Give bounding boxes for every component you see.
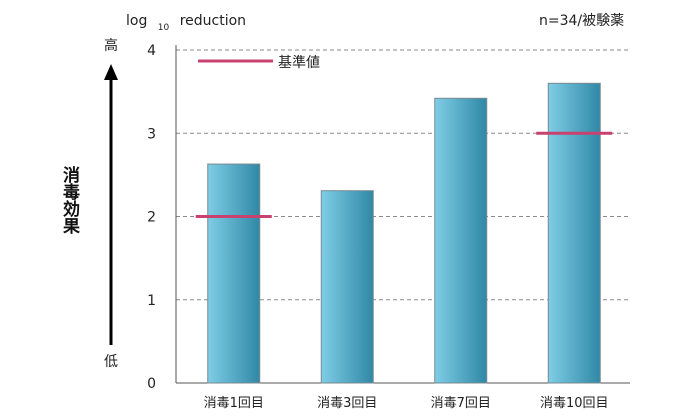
effect-axis-label: 消毒効果 [59, 165, 80, 235]
x-tick-label: 消毒7回目 [431, 396, 491, 411]
reference-lines [195, 131, 613, 218]
effect-high-label: 高 [104, 37, 118, 54]
y-tick-label: 4 [147, 43, 156, 59]
effect-arrow-head [104, 64, 118, 80]
bars [207, 82, 601, 384]
y-axis-title-tail: reduction [180, 13, 246, 29]
bar [434, 97, 488, 384]
x-tick-label: 消毒1回目 [204, 396, 264, 411]
x-tick-label: 消毒3回目 [317, 396, 377, 411]
legend-reference-label: 基準値 [278, 54, 320, 71]
sample-note: n=34/被験薬 [539, 13, 624, 29]
effect-low-label: 低 [104, 354, 118, 370]
y-tick-label: 2 [147, 210, 156, 226]
y-tick-label: 1 [147, 293, 156, 309]
bar [207, 163, 261, 384]
bar [320, 190, 374, 384]
x-tick-label: 消毒10回目 [540, 396, 609, 411]
x-tick-labels: 消毒1回目 消毒3回目 消毒7回目 消毒10回目 [204, 396, 609, 411]
y-axis-title-main: log [126, 13, 147, 29]
y-tick-labels: 0 1 2 3 4 [147, 43, 156, 392]
y-axis-title: log 10 reduction [126, 13, 246, 34]
y-tick-label: 0 [147, 376, 156, 392]
y-tick-label: 3 [147, 126, 156, 142]
bar [547, 82, 601, 384]
y-axis-title-subscript: 10 [158, 23, 170, 33]
